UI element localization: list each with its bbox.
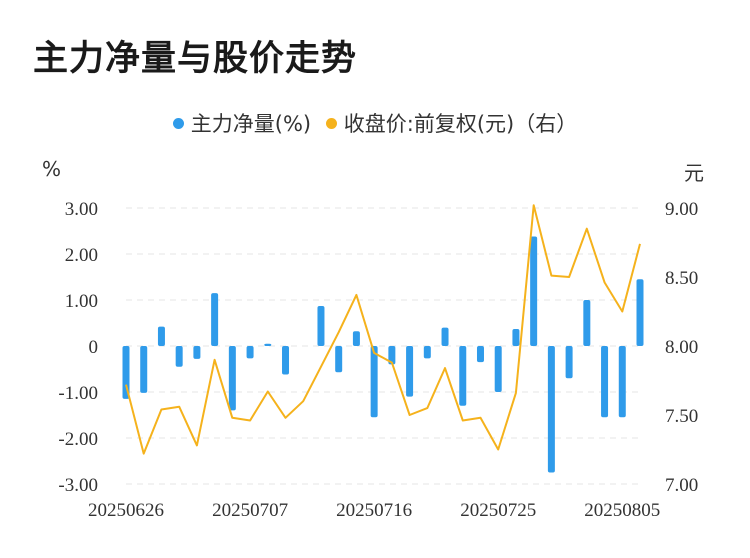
bar-mark	[423, 346, 431, 359]
x-tick-label: 20250707	[212, 500, 288, 521]
left-tick-label: 3.00	[65, 199, 98, 220]
left-axis-ticks: 3.00 2.00 1.00 0 -1.00 -2.00 -3.00	[58, 199, 98, 496]
right-axis-ticks: 9.00 8.50 8.00 7.50 7.00	[665, 199, 698, 496]
legend-label-line: 收盘价:前复权(元)（右）	[343, 112, 578, 136]
bar-mark	[140, 346, 148, 393]
bar-mark	[370, 346, 378, 418]
bar-mark	[618, 346, 626, 418]
bar-mark	[583, 300, 591, 346]
bar-mark	[494, 346, 502, 392]
bar-mark	[476, 346, 484, 363]
chart-title: 主力净量与股价走势	[33, 39, 358, 79]
right-tick-label: 8.50	[665, 268, 698, 289]
bar-mark	[459, 346, 467, 406]
legend-dot-bar	[172, 117, 184, 129]
chart-legend: 主力净量(%) 收盘价:前复权(元)（右）	[0, 108, 750, 138]
left-tick-label: 0	[89, 337, 99, 358]
x-tick-label: 20250716	[336, 500, 412, 521]
bar-mark	[441, 327, 449, 346]
bar-series	[122, 236, 644, 473]
right-tick-label: 7.00	[665, 475, 698, 496]
bar-mark	[122, 346, 130, 399]
bar-mark	[282, 346, 290, 375]
bar-mark	[175, 346, 183, 367]
bar-mark	[406, 346, 414, 397]
bar-mark	[512, 328, 520, 346]
grid-layer	[126, 207, 640, 485]
bar-mark	[601, 346, 609, 418]
right-tick-label: 8.00	[665, 337, 698, 358]
bar-mark	[211, 293, 219, 346]
bar-mark	[193, 346, 201, 359]
left-tick-label: 2.00	[65, 245, 98, 266]
bar-mark	[352, 331, 360, 346]
right-tick-label: 9.00	[665, 199, 698, 220]
x-tick-label: 20250626	[88, 500, 164, 521]
x-tick-label: 20250805	[584, 500, 660, 521]
legend-label-bar: 主力净量(%)	[190, 112, 312, 136]
bar-mark	[530, 236, 538, 346]
price-line	[125, 204, 641, 455]
right-axis-unit: 元	[684, 161, 704, 185]
bar-mark	[246, 346, 254, 359]
left-tick-label: -2.00	[58, 429, 98, 450]
legend-dot-line	[325, 117, 337, 129]
x-axis-ticks: 20250626 20250707 20250716 20250725 20250805	[88, 500, 660, 521]
right-tick-label: 7.50	[665, 406, 698, 427]
left-tick-label: -3.00	[58, 475, 98, 496]
bar-mark	[264, 343, 272, 346]
bar-mark	[565, 346, 573, 379]
left-axis-unit: %	[42, 157, 62, 181]
bar-mark	[228, 346, 236, 411]
bar-mark	[388, 346, 396, 365]
bar-mark	[157, 326, 165, 346]
bar-mark	[547, 346, 555, 473]
bar-mark	[317, 305, 325, 346]
bar-mark	[636, 279, 644, 346]
line-series	[125, 204, 641, 455]
legend-item-line[interactable]: 收盘价:前复权(元)（右）	[325, 108, 578, 138]
x-tick-label: 20250725	[460, 500, 536, 521]
legend-item-bar[interactable]: 主力净量(%)	[172, 108, 312, 138]
bar-mark	[335, 346, 343, 373]
left-tick-label: 1.00	[65, 291, 98, 312]
left-tick-label: -1.00	[58, 383, 98, 404]
